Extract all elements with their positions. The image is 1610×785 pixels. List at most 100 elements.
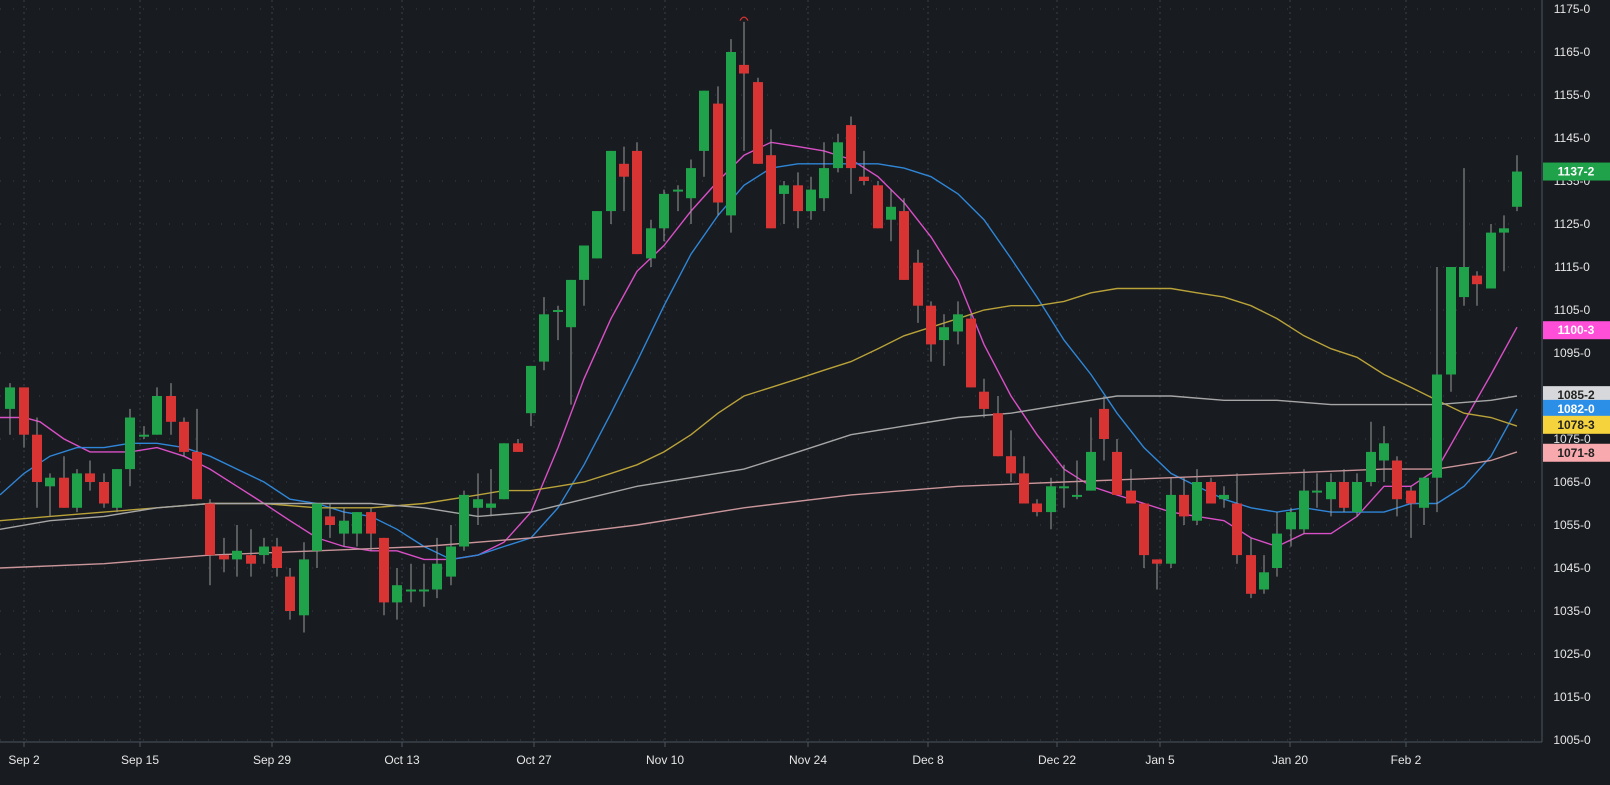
candle-body [259,546,269,556]
candle-body [713,103,723,203]
candle [152,387,162,435]
candle [232,525,242,577]
candle [686,159,696,224]
price-tag-label: 1078-3 [1557,418,1595,432]
candle [1232,473,1242,564]
candle-body [432,563,442,590]
candle-body [793,185,803,212]
candle-body [59,477,69,508]
candle-body [1512,171,1522,207]
candle-body [1326,482,1336,500]
candle-body [953,314,963,332]
price-axis-label: 1005-0 [1553,733,1591,747]
candle [513,439,523,452]
candle-body [192,451,202,500]
candle [1006,430,1016,482]
candle [392,568,402,620]
candle [753,77,763,164]
candle-body [1072,494,1082,497]
candle [819,142,829,212]
candle [979,378,989,418]
candle-body [526,365,536,414]
candle-body [179,421,189,452]
price-axis-label: 1165-0 [1554,45,1591,59]
candle-body [45,477,55,487]
candle-body [1166,494,1176,564]
candle [1126,469,1136,504]
candle [993,396,1003,457]
price-tag-background [1543,443,1610,462]
price-tag: 1082-0 [1543,399,1610,418]
candle-body [125,417,135,470]
price-tag-background [1543,321,1610,340]
candle [166,383,176,435]
candle [833,133,843,173]
candle [886,189,896,242]
candle-body [779,185,789,194]
candle-body [753,82,763,164]
candle-body [926,305,936,345]
candle-body [246,555,256,564]
candle [566,279,576,405]
candle-body [873,185,883,229]
candle [699,90,709,177]
candle [899,198,909,280]
candle-body [966,318,976,388]
candle-body [32,434,42,482]
candle [913,249,923,323]
candle-body [1486,232,1496,289]
candle [1406,486,1416,538]
candle-body [539,314,549,362]
candle [339,507,349,547]
candle-body [1446,267,1456,375]
candle-body [673,189,683,192]
candle [1192,469,1202,525]
price-tag: 1078-3 [1543,415,1610,434]
candle [85,460,95,491]
candle-body [1139,503,1149,556]
candle-body [499,443,509,500]
candle-body [592,211,602,259]
candle-body [85,473,95,482]
candle [285,568,295,620]
candle [379,537,389,616]
candle [579,245,589,306]
candle-body [459,494,469,547]
candle-body [859,176,869,181]
candle [432,537,442,599]
candle [646,219,656,267]
candle [1246,537,1256,599]
time-axis-label: Dec 8 [912,753,944,767]
candle-body [312,503,322,551]
candle [99,473,109,508]
candle-body [739,64,749,74]
candle-body [1379,443,1389,461]
price-tag: 1071-8 [1543,443,1610,462]
candle [793,172,803,229]
candle [926,301,936,362]
candle-body [19,387,29,435]
time-axis-label: Nov 10 [646,753,684,767]
candle [325,503,335,538]
candle [299,542,309,633]
candle [632,142,642,255]
candle [873,181,883,229]
candle-body [446,546,456,577]
candle-body [1179,494,1189,517]
price-tag: 1100-3 [1543,321,1610,340]
candle [966,314,976,388]
price-axis[interactable]: 1175-01165-01155-01145-01135-01125-01115… [1553,2,1591,747]
candle-body [899,211,909,280]
time-axis[interactable]: Sep 2 Sep 15 Sep 29 Oct 13 Oct 27 Nov 10 Nov 2… [8,742,1422,767]
price-axis-label: 1065-0 [1553,475,1591,489]
candle-body [1406,490,1416,504]
candle [1059,464,1069,508]
candle-body [219,555,229,560]
candle-body [1432,374,1442,478]
price-axis-label: 1025-0 [1553,647,1591,661]
candle [246,529,256,577]
price-axis-label: 1015-0 [1553,690,1591,704]
candle-body [1312,490,1322,493]
candle-body [339,520,349,534]
